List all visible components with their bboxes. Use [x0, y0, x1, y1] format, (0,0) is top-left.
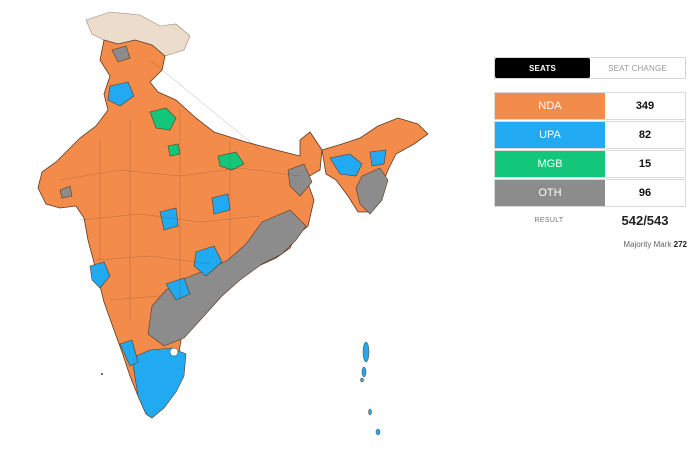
seat-tally: NDA 349 UPA 82 MGB 15 OTH 96: [494, 92, 686, 208]
tally-row-oth[interactable]: OTH 96: [494, 179, 686, 207]
mgb-area-west-up[interactable]: [149, 107, 177, 131]
south-upa-area[interactable]: [131, 347, 187, 419]
northeast-upa-area-2[interactable]: [369, 149, 387, 167]
constituency-boundaries: [59, 59, 301, 320]
tally-row-upa[interactable]: UPA 82: [494, 121, 686, 149]
india-constituency-map: [37, 11, 429, 436]
northeast-upa-area[interactable]: [329, 153, 363, 177]
andaman-nicobar-islands: [360, 341, 381, 436]
west-upa-area[interactable]: [89, 261, 111, 289]
gujarat-oth-area[interactable]: [59, 185, 73, 199]
mgb-area-east-up[interactable]: [217, 151, 245, 171]
majority-label: Majority Mark: [623, 240, 672, 249]
seat-count: 15: [605, 151, 685, 177]
north-oth-area[interactable]: [111, 45, 131, 63]
result-label: RESULT: [534, 216, 564, 224]
bengal-oth-area[interactable]: [287, 163, 313, 197]
mgb-area-central-up[interactable]: [167, 143, 181, 157]
seat-count: 96: [605, 180, 685, 206]
central-upa-area[interactable]: [159, 207, 179, 231]
view-toggle: SEATS SEAT CHANGE: [494, 57, 686, 79]
lakshadweep-islands: [101, 373, 103, 375]
central-upa-area-3[interactable]: [165, 277, 191, 301]
result-value: 542/543: [621, 212, 669, 228]
party-label: UPA: [495, 122, 605, 148]
kerala-upa-strip[interactable]: [119, 339, 139, 367]
party-label: NDA: [495, 93, 605, 119]
tally-row-nda[interactable]: NDA 349: [494, 92, 686, 120]
punjab-upa-area[interactable]: [107, 81, 135, 107]
seat-count: 349: [605, 93, 685, 119]
tab-seats[interactable]: SEATS: [495, 58, 590, 78]
party-label: OTH: [495, 180, 605, 206]
northeast-oth-area[interactable]: [355, 167, 389, 215]
tab-seat-change[interactable]: SEAT CHANGE: [590, 58, 685, 78]
seat-count: 82: [605, 122, 685, 148]
enclave: [169, 347, 179, 357]
majority-value: 272: [673, 240, 687, 249]
central-upa-area-2[interactable]: [193, 245, 223, 277]
majority-mark: Majority Mark 272: [623, 240, 687, 249]
party-label: MGB: [495, 151, 605, 177]
result-summary: RESULT 542/543: [494, 210, 686, 230]
tally-row-mgb[interactable]: MGB 15: [494, 150, 686, 178]
